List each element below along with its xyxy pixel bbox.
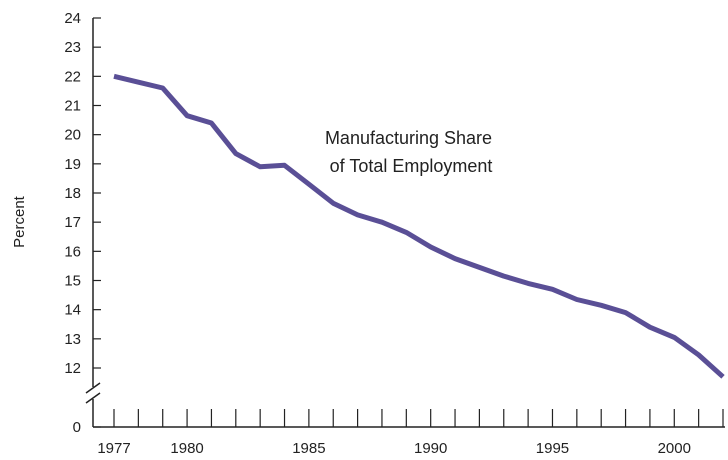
- x-tick-label: 1990: [414, 440, 447, 457]
- data-point: [430, 246, 432, 248]
- data-point: [332, 202, 334, 204]
- data-point: [673, 336, 675, 338]
- data-point: [381, 221, 383, 223]
- y-axis-title: Percent: [11, 195, 28, 248]
- annotation-line-2: of Total Employment: [330, 156, 493, 176]
- data-point: [503, 275, 505, 277]
- data-point: [162, 87, 164, 89]
- annotation-line-1: Manufacturing Share: [325, 128, 492, 148]
- x-tick-label: 1980: [170, 440, 203, 457]
- y-tick-label: 20: [64, 127, 81, 144]
- data-point: [235, 153, 237, 155]
- data-point: [478, 266, 480, 268]
- series-line-manufacturing-share: [113, 73, 725, 379]
- y-tick-label: 24: [64, 10, 81, 27]
- data-point: [137, 81, 139, 83]
- y-axis-break-mark: [85, 382, 101, 394]
- data-point: [405, 231, 407, 233]
- data-point: [576, 298, 578, 300]
- y-tick-label: 16: [64, 243, 81, 260]
- data-point: [722, 376, 724, 378]
- axes: 0 12 13 14 15 16 17 18 19 20 21 22 23 24 1977 1980 1985 1…: [64, 10, 725, 457]
- data-point: [698, 354, 700, 356]
- data-point: [551, 288, 553, 290]
- data-point: [186, 115, 188, 117]
- y-tick-label: 12: [64, 360, 81, 377]
- x-tick-label: 2000: [658, 440, 691, 457]
- y-tick-label: 19: [64, 156, 81, 173]
- data-point: [600, 304, 602, 306]
- x-tick-label: 1985: [292, 440, 325, 457]
- y-tick-label: 15: [64, 273, 81, 290]
- y-tick-label: 21: [64, 98, 81, 115]
- y-tick-label: 13: [64, 331, 81, 348]
- y-tick-label: 18: [64, 185, 81, 202]
- y-tick-label: 14: [64, 302, 81, 319]
- data-point: [527, 282, 529, 284]
- data-point: [210, 122, 212, 124]
- chart-annotation: Manufacturing Share of Total Employment: [325, 128, 497, 176]
- y-tick-label: 0: [73, 419, 81, 436]
- data-point: [308, 183, 310, 185]
- y-tick-label: 23: [64, 39, 81, 56]
- data-point: [113, 75, 115, 77]
- y-tick-label: 17: [64, 214, 81, 231]
- data-point: [454, 258, 456, 260]
- y-tick-label: 22: [64, 68, 81, 85]
- data-point: [259, 166, 261, 168]
- y-axis-break-mark: [85, 392, 101, 404]
- x-tick-label: 1977: [97, 440, 130, 457]
- data-point: [625, 312, 627, 314]
- series-layer: [113, 73, 725, 379]
- data-point: [284, 164, 286, 166]
- data-point: [649, 326, 651, 328]
- data-point: [357, 214, 359, 216]
- x-tick-label: 1995: [536, 440, 569, 457]
